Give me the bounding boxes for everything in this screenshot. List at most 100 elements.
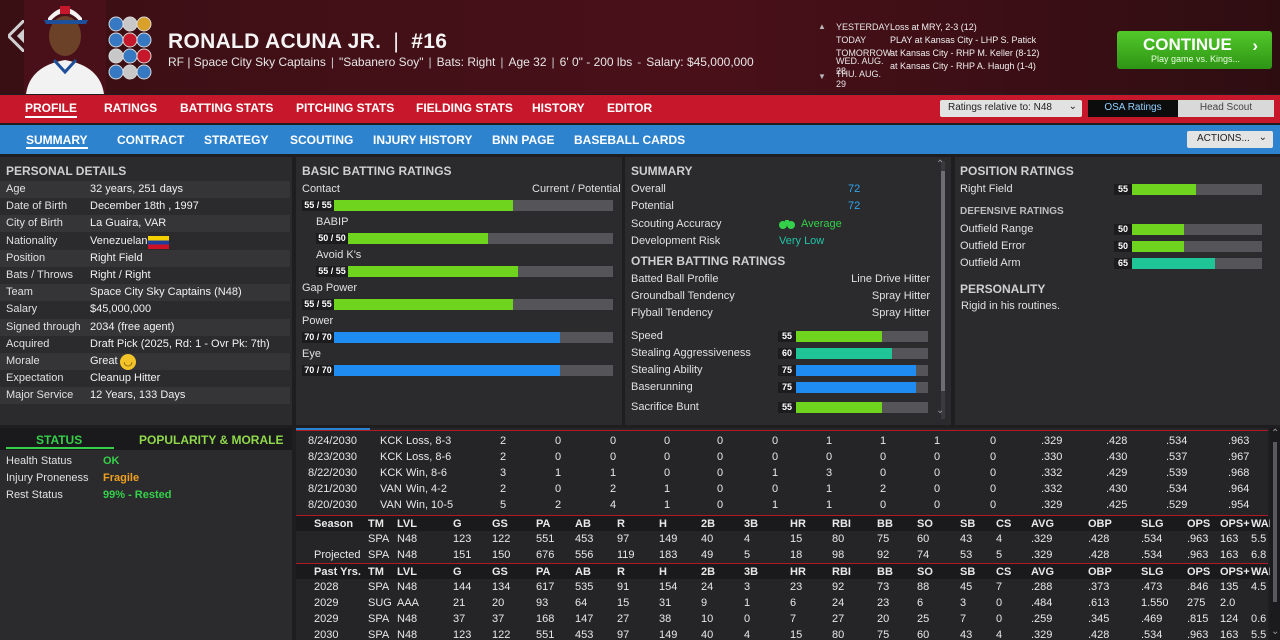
subtab-summary[interactable]: SUMMARY xyxy=(26,133,88,149)
stats-row[interactable]: Projected SPA N48 151 150 676 556 119 183 49 5 18 98… xyxy=(296,547,1268,563)
osa-ratings-toggle[interactable]: OSA Ratings xyxy=(1088,100,1178,117)
stat-cell: 43 xyxy=(960,629,973,640)
chevron-up-icon[interactable]: ▲ xyxy=(818,22,826,31)
player-name-text: RONALD ACUNA JR. xyxy=(168,30,382,53)
game-log-row[interactable]: 8/21/2030 VAN Win, 4-2 2 0 2 1 0 0 1 2 0 0 .332 .430 .5… xyxy=(296,481,1268,497)
column-header[interactable]: SB xyxy=(960,566,976,578)
column-header[interactable]: AVG xyxy=(1031,518,1055,530)
game-log-row[interactable]: 8/22/2030 KCK Win, 8-6 3 1 1 0 0 1 3 0 0 0 .332 .429 .5… xyxy=(296,465,1268,481)
column-header[interactable]: RBI xyxy=(832,566,851,578)
stats-row[interactable]: 2029 SPA N48 37 37 168 147 27 38 10 0 7 27 20 25 7 0 .259… xyxy=(296,611,1268,627)
column-header[interactable]: PA xyxy=(536,566,551,578)
subtab-strategy[interactable]: STRATEGY xyxy=(204,133,269,147)
tab-profile[interactable]: PROFILE xyxy=(25,101,78,118)
column-header[interactable]: TM xyxy=(368,566,384,578)
continue-button[interactable]: CONTINUE › Play game vs. Kings... xyxy=(1117,31,1272,69)
schedule-row[interactable]: TODAY PLAY at Kansas City - LHP S. Patick xyxy=(818,33,1098,46)
subtab-scouting[interactable]: SCOUTING xyxy=(290,133,354,147)
column-header[interactable]: SLG xyxy=(1141,518,1164,530)
chevron-down-icon[interactable]: ▼ xyxy=(818,72,826,81)
chevron-up-icon[interactable]: ⌃ xyxy=(936,159,945,170)
subtab-bnn-page[interactable]: BNN PAGE xyxy=(492,133,555,147)
stat-cell: 5 xyxy=(500,499,507,511)
column-header[interactable]: 3B xyxy=(744,518,759,530)
schedule-row[interactable]: TOMORROW at Kansas City - RHP M. Keller (… xyxy=(818,46,1098,59)
column-header[interactable]: AVG xyxy=(1031,566,1055,578)
stats-row[interactable]: SPA N48 123 122 551 453 97 149 40 4 15 80 75 60 43 4 .32… xyxy=(296,531,1268,547)
rating-bar-fill xyxy=(348,266,518,277)
column-header[interactable]: GS xyxy=(492,566,508,578)
tab-pitching-stats[interactable]: PITCHING STATS xyxy=(296,101,395,115)
game-log-row[interactable]: 8/24/2030 KCK Loss, 8-3 2 0 0 0 0 0 1 1 1 0 .329 .428.… xyxy=(296,433,1268,449)
chevron-down-icon[interactable]: ⌄ xyxy=(1271,626,1280,637)
position-team[interactable]: RF | Space City Sky Captains xyxy=(168,55,326,69)
column-header[interactable]: SB xyxy=(960,518,976,530)
column-header[interactable]: AB xyxy=(575,566,591,578)
stats-row[interactable]: 2029 SUG AAA 21 20 93 64 15 31 9 1 6 24 23 6 3 0 .484 .613… xyxy=(296,595,1268,611)
column-header[interactable]: Season xyxy=(314,518,354,530)
column-header[interactable]: 2B xyxy=(701,518,716,530)
column-header[interactable]: RBI xyxy=(832,518,851,530)
column-header[interactable]: PA xyxy=(536,518,551,530)
tab-popularity-morale[interactable]: POPULARITY & MORALE xyxy=(139,433,284,447)
column-header[interactable]: OPS xyxy=(1187,566,1211,578)
stats-row[interactable]: 2028 SPA N48 144 134 617 535 91 154 24 3 23 92 73 88 45… xyxy=(296,579,1268,595)
stat-cell: 75 xyxy=(877,629,890,640)
tab-status[interactable]: STATUS xyxy=(36,433,83,447)
award-badges[interactable] xyxy=(106,16,156,86)
column-header[interactable]: SLG xyxy=(1141,566,1164,578)
stat-cell: 9 xyxy=(701,597,708,609)
ratings-relative-select[interactable]: Ratings relative to: N48 ⌄ xyxy=(940,100,1082,117)
subtab-baseball-cards[interactable]: BASEBALL CARDS xyxy=(574,133,686,147)
column-header[interactable]: BB xyxy=(877,566,893,578)
column-header[interactable]: SO xyxy=(917,566,933,578)
column-header[interactable]: GS xyxy=(492,518,508,530)
column-header[interactable]: CS xyxy=(996,566,1012,578)
schedule-row[interactable]: YESTERDAY Loss at MRY, 2-3 (12) xyxy=(818,20,1098,33)
column-header[interactable]: OBP xyxy=(1088,566,1112,578)
chevron-down-icon[interactable]: ⌄ xyxy=(936,405,945,416)
schedule-row[interactable]: WED. AUG. 28 at Kansas City - RHP A. Haug… xyxy=(818,56,1098,76)
game-log-row[interactable]: 8/23/2030 KCK Loss, 8-6 2 0 0 0 0 0 0 0 0 0 .330 .430.… xyxy=(296,449,1268,465)
chevron-up-icon[interactable]: ⌃ xyxy=(1271,428,1280,439)
column-header[interactable]: OPS xyxy=(1187,518,1211,530)
column-header[interactable]: OBP xyxy=(1088,518,1112,530)
column-header[interactable]: R xyxy=(617,518,625,530)
column-header[interactable]: CS xyxy=(996,518,1012,530)
subtab-injury-history[interactable]: INJURY HISTORY xyxy=(373,133,473,147)
column-header[interactable]: H xyxy=(659,566,667,578)
tab-ratings[interactable]: RATINGS xyxy=(104,101,158,115)
column-header[interactable]: BB xyxy=(877,518,893,530)
detail-value[interactable]: Space City Sky Captains (N48) xyxy=(90,286,242,299)
actions-dropdown[interactable]: ACTIONS... ⌄ xyxy=(1187,131,1273,148)
column-header[interactable]: OPS+ xyxy=(1220,518,1250,530)
column-header[interactable]: H xyxy=(659,518,667,530)
tab-fielding-stats[interactable]: FIELDING STATS xyxy=(416,101,513,115)
column-header[interactable]: HR xyxy=(790,518,806,530)
subtab-contract[interactable]: CONTRACT xyxy=(117,133,185,147)
head-scout-toggle[interactable]: Head Scout xyxy=(1178,100,1274,117)
column-header[interactable]: G xyxy=(453,566,462,578)
stats-scrollbar[interactable]: ⌃ ⌄ xyxy=(1270,428,1280,640)
column-header[interactable]: Past Yrs. xyxy=(314,566,361,578)
column-header[interactable]: LVL xyxy=(397,566,417,578)
summary-scrollbar[interactable] xyxy=(941,161,945,419)
tab-editor[interactable]: EDITOR xyxy=(607,101,653,115)
tab-batting-stats[interactable]: BATTING STATS xyxy=(180,101,274,115)
stat-cell: .430 xyxy=(1106,451,1128,463)
column-header[interactable]: OPS+ xyxy=(1220,566,1250,578)
stats-row[interactable]: 2030 SPA N48 123 122 551 453 97 149 40 4 15 80 75 60 43… xyxy=(296,627,1268,640)
schedule-row[interactable]: THU. AUG. 29 xyxy=(818,69,1098,89)
game-log-row[interactable]: 8/20/2030 VAN Win, 10-5 5 2 4 1 0 1 1 0 0 0 .329 .425.… xyxy=(296,497,1268,513)
column-header[interactable]: 2B xyxy=(701,566,716,578)
column-header[interactable]: AB xyxy=(575,518,591,530)
column-header[interactable]: LVL xyxy=(397,518,417,530)
column-header[interactable]: TM xyxy=(368,518,384,530)
column-header[interactable]: G xyxy=(453,518,462,530)
detail-row: Major Service 12 Years, 133 Days xyxy=(0,387,290,405)
column-header[interactable]: SO xyxy=(917,518,933,530)
tab-history[interactable]: HISTORY xyxy=(532,101,585,115)
column-header[interactable]: 3B xyxy=(744,566,759,578)
column-header[interactable]: HR xyxy=(790,566,806,578)
column-header[interactable]: R xyxy=(617,566,625,578)
